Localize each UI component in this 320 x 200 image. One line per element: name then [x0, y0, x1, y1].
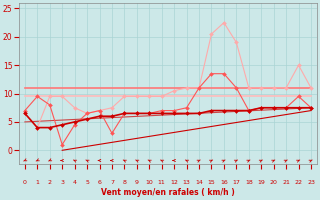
X-axis label: Vent moyen/en rafales ( km/h ): Vent moyen/en rafales ( km/h ): [101, 188, 235, 197]
